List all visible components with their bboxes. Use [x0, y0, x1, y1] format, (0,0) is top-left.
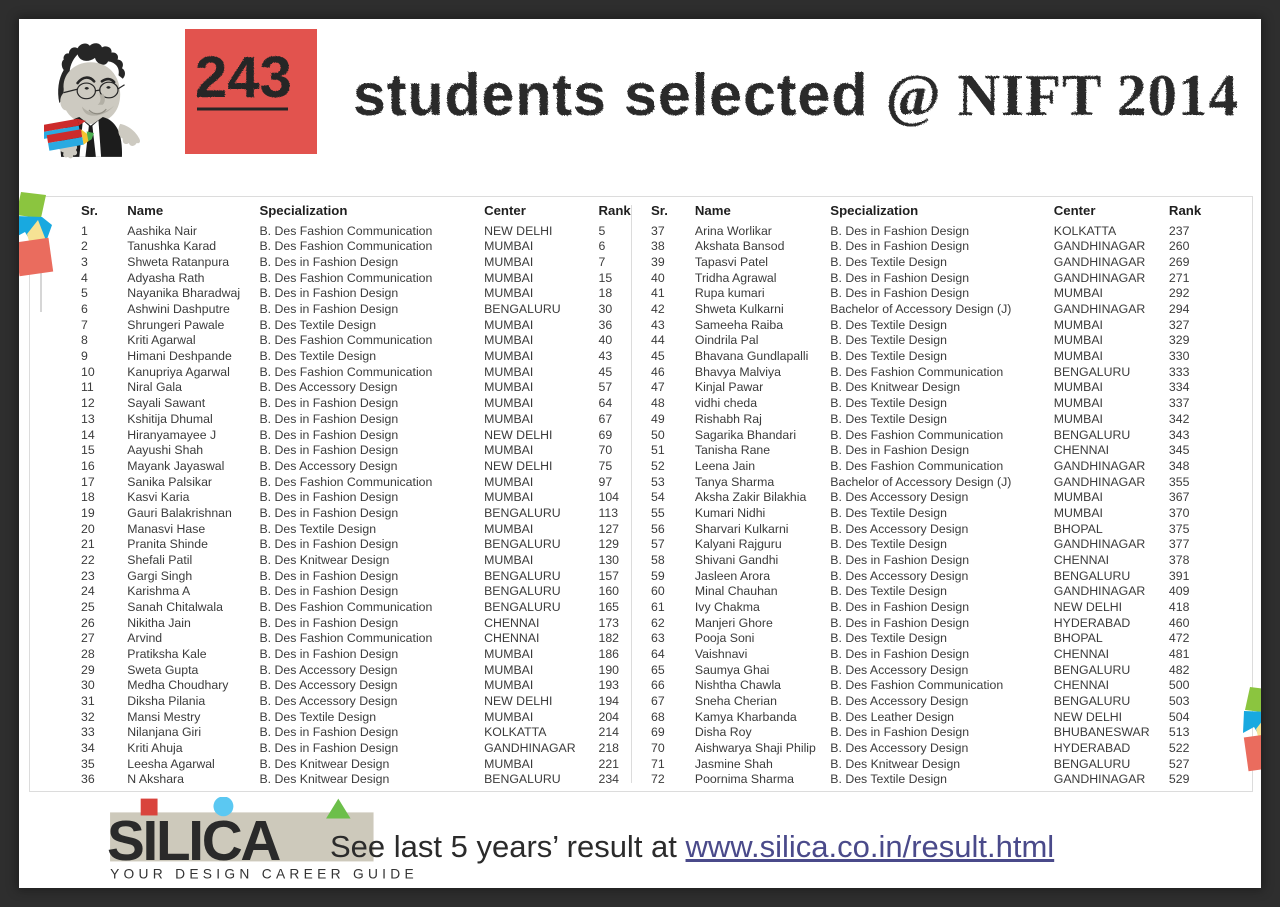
svg-text:SILICA: SILICA	[107, 810, 280, 873]
svg-text:243: 243	[195, 45, 292, 110]
svg-text:students selected @ NIFT 2014: students selected @ NIFT 2014	[353, 62, 1239, 128]
svg-text:YOUR DESIGN CAREER GUIDE: YOUR DESIGN CAREER GUIDE	[110, 866, 418, 881]
